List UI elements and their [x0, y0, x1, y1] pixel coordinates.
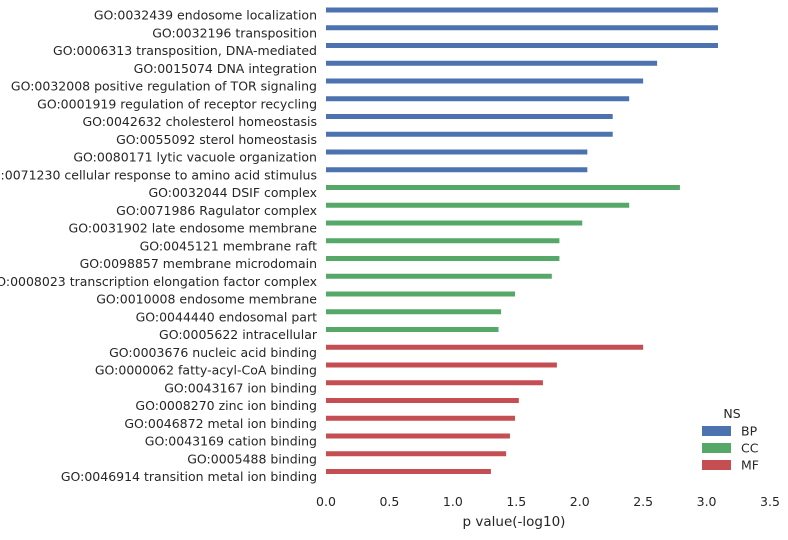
bar-bp: [326, 60, 658, 66]
y-tick-label: GO:0008270 zinc ion binding: [135, 398, 317, 413]
y-tick-label: GO:0010008 endosome membrane: [96, 292, 317, 307]
y-tick-label: GO:0032196 transposition: [152, 25, 317, 40]
legend-label-cc: CC: [741, 441, 759, 456]
legend-swatch-bp: [702, 426, 731, 436]
x-axis-ticks: 0.0 0.5 1.0 1.5 2.0 2.5 3.0 3.5: [316, 494, 780, 509]
bar-cc: [326, 327, 499, 332]
y-tick-label: GO:0043167 ion binding: [164, 380, 317, 395]
legend-label-bp: BP: [741, 424, 758, 439]
bar-mf: [326, 344, 644, 350]
legend-label-mf: MF: [741, 458, 759, 473]
bars-layer: [326, 7, 718, 474]
bar-cc: [326, 185, 680, 190]
bar-bp: [326, 7, 718, 13]
x-tick-label: 3.0: [697, 494, 717, 509]
legend-swatch-mf: [702, 460, 731, 470]
y-tick-label: GO:0000062 fatty-acyl-CoA binding: [95, 363, 317, 378]
y-tick-label: GO:0008023 transcription elongation fact…: [0, 274, 317, 289]
bar-cc: [326, 256, 560, 261]
y-tick-label: GO:0001919 regulation of receptor recycl…: [37, 96, 317, 111]
y-tick-label: GO:0005622 intracellular: [159, 327, 318, 342]
y-tick-label: GO:0044440 endosomal part: [136, 309, 318, 324]
x-axis-title: p value(-log10): [463, 514, 566, 530]
bar-mf: [326, 380, 543, 386]
y-tick-label: GO:0045121 membrane raft: [140, 238, 318, 253]
bar-bp: [326, 78, 644, 84]
bar-bp: [326, 114, 613, 119]
bar-bp: [326, 131, 613, 137]
legend: NS BP CC MF: [702, 406, 759, 473]
bar-bp: [326, 43, 718, 48]
bar-mf: [326, 362, 557, 368]
y-tick-label: GO:0005488 binding: [187, 451, 317, 466]
y-tick-label: GO:0055092 sterol homeostasis: [116, 132, 317, 147]
y-tick-label: GO:0031902 late endosome membrane: [69, 221, 318, 236]
x-tick-label: 1.0: [443, 494, 463, 509]
legend-swatch-cc: [702, 443, 731, 453]
y-tick-label: GO:0098857 membrane microdomain: [80, 256, 317, 271]
bar-cc: [326, 273, 552, 279]
y-tick-label: GO:0071230 cellular response to amino ac…: [0, 167, 317, 182]
bar-cc: [326, 291, 516, 297]
legend-title: NS: [723, 406, 740, 421]
bar-mf: [326, 433, 510, 439]
x-tick-label: 0.0: [316, 494, 336, 509]
y-tick-label: GO:0080171 lytic vacuole organization: [73, 150, 317, 165]
y-tick-label: GO:0042632 cholesterol homeostasis: [83, 114, 318, 129]
bar-bp: [326, 167, 588, 173]
x-tick-label: 1.5: [506, 494, 526, 509]
x-tick-label: 2.0: [570, 494, 590, 509]
y-tick-label: GO:0015074 DNA integration: [134, 61, 317, 76]
y-tick-label: GO:0046872 metal ion binding: [124, 416, 317, 431]
legend-items: BP CC MF: [702, 424, 759, 473]
bar-mf: [326, 469, 491, 474]
x-tick-label: 0.5: [379, 494, 399, 509]
y-tick-label: GO:0006313 transposition, DNA-mediated: [53, 43, 317, 58]
bar-bp: [326, 149, 588, 155]
bar-mf: [326, 398, 519, 403]
bar-cc: [326, 202, 630, 208]
x-tick-label: 2.5: [633, 494, 653, 509]
y-tick-label: GO:0032044 DSIF complex: [148, 185, 317, 200]
x-tick-label: 3.5: [760, 494, 780, 509]
bar-cc: [326, 309, 502, 315]
bar-mf: [326, 415, 516, 421]
bar-bp: [326, 25, 718, 31]
y-tick-label: GO:0046914 transition metal ion binding: [61, 469, 317, 484]
y-tick-label: GO:0043169 cation binding: [145, 434, 317, 449]
y-tick-label: GO:0032008 positive regulation of TOR si…: [11, 79, 317, 94]
bar-cc: [326, 220, 583, 226]
y-axis-labels: GO:0032439 endosome localization GO:00321…: [0, 8, 318, 485]
bar-mf: [326, 451, 507, 457]
y-tick-label: GO:0032439 endosome localization: [94, 8, 317, 23]
y-tick-label: GO:0071986 Ragulator complex: [116, 203, 317, 218]
bar-bp: [326, 96, 630, 102]
bar-cc: [326, 238, 560, 244]
y-tick-label: GO:0003676 nucleic acid binding: [109, 345, 317, 360]
